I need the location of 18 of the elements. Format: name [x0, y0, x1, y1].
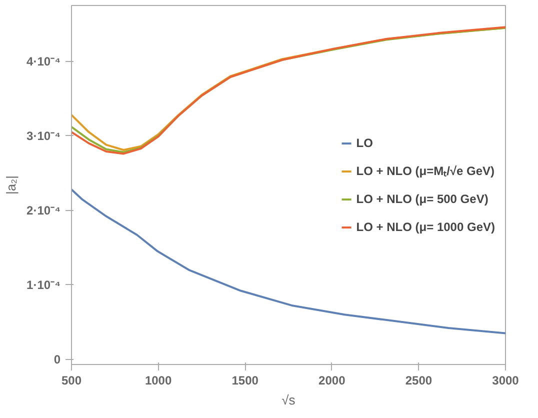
- x-tick-label: 500: [61, 374, 82, 388]
- x-tick-label: 1500: [232, 374, 259, 388]
- legend-label: LO: [356, 136, 374, 150]
- line-series: [72, 188, 506, 334]
- y-tick-label: 1·10⁻⁴: [26, 278, 61, 292]
- x-tick-label: 2500: [405, 374, 432, 388]
- x-axis-title: √s: [282, 392, 296, 408]
- legend-label: LO + NLO (μ= 500 GeV): [356, 192, 488, 206]
- y-tick-label: 2·10⁻⁴: [26, 203, 61, 218]
- x-tick-label: 1000: [144, 374, 172, 388]
- y-axis-title: |a₂|: [4, 175, 19, 195]
- y-tick-label: 3·10⁻⁴: [26, 128, 61, 143]
- x-tick-label: 3000: [492, 374, 520, 388]
- y-tick-label: 0: [54, 352, 61, 366]
- y-tick-label: 4·10⁻⁴: [26, 54, 61, 68]
- legend-label: LO + NLO (μ= 1000 GeV): [356, 220, 495, 234]
- x-tick-label: 2000: [318, 374, 346, 388]
- legend-label: LO + NLO (μ=Mₜ/√e GeV): [356, 163, 495, 179]
